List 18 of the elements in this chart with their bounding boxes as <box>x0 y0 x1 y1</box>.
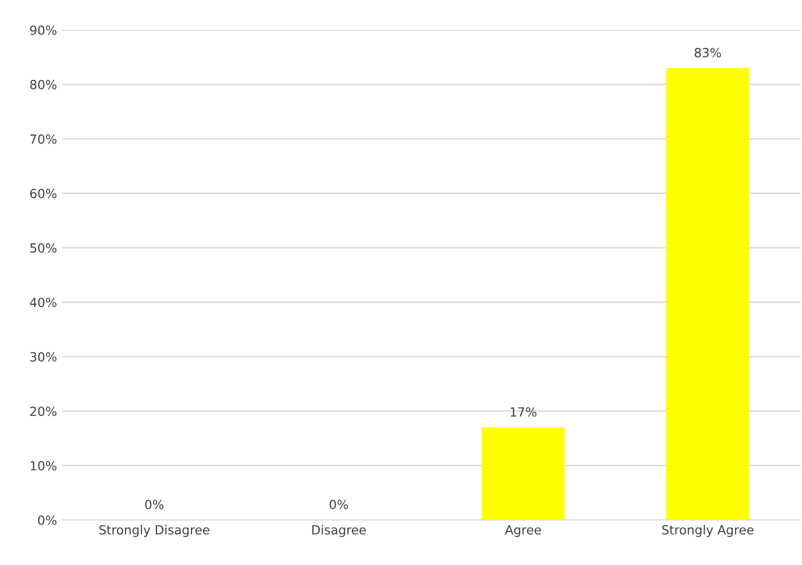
x-tick-label: Agree <box>504 525 541 537</box>
data-label: 0% <box>145 500 164 510</box>
y-tick-label: 0% <box>38 515 56 525</box>
x-tick-label: Strongly Agree <box>662 524 754 537</box>
y-tick-label: 90% <box>30 25 56 35</box>
y-tick-label: 30% <box>30 352 56 362</box>
data-label: 83% <box>694 48 721 58</box>
y-tick-label: 70% <box>30 134 56 144</box>
x-tick-label: Strongly Disagree <box>99 524 210 537</box>
y-tick-label: 40% <box>30 298 56 308</box>
y-tick-label: 20% <box>30 406 56 416</box>
y-tick-label: 60% <box>30 188 56 198</box>
data-label: 0% <box>330 500 348 510</box>
y-tick-label: 50% <box>30 243 56 253</box>
y-tick-label: 10% <box>30 461 56 470</box>
y-tick-label: 80% <box>30 80 56 90</box>
data-label: 17% <box>510 407 536 417</box>
x-tick-label: Disagree <box>312 524 366 537</box>
